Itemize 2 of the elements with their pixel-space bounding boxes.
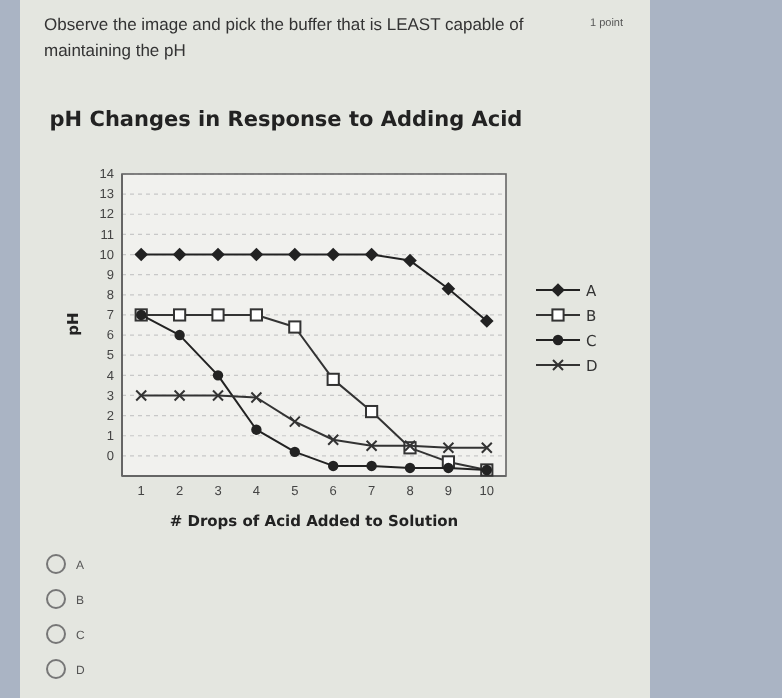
chart-title: pH Changes in Response to Adding Acid [49,108,523,132]
text: Observe the image and pick the buffer that is LEAST capable of maintaining the pH [44,12,526,64]
